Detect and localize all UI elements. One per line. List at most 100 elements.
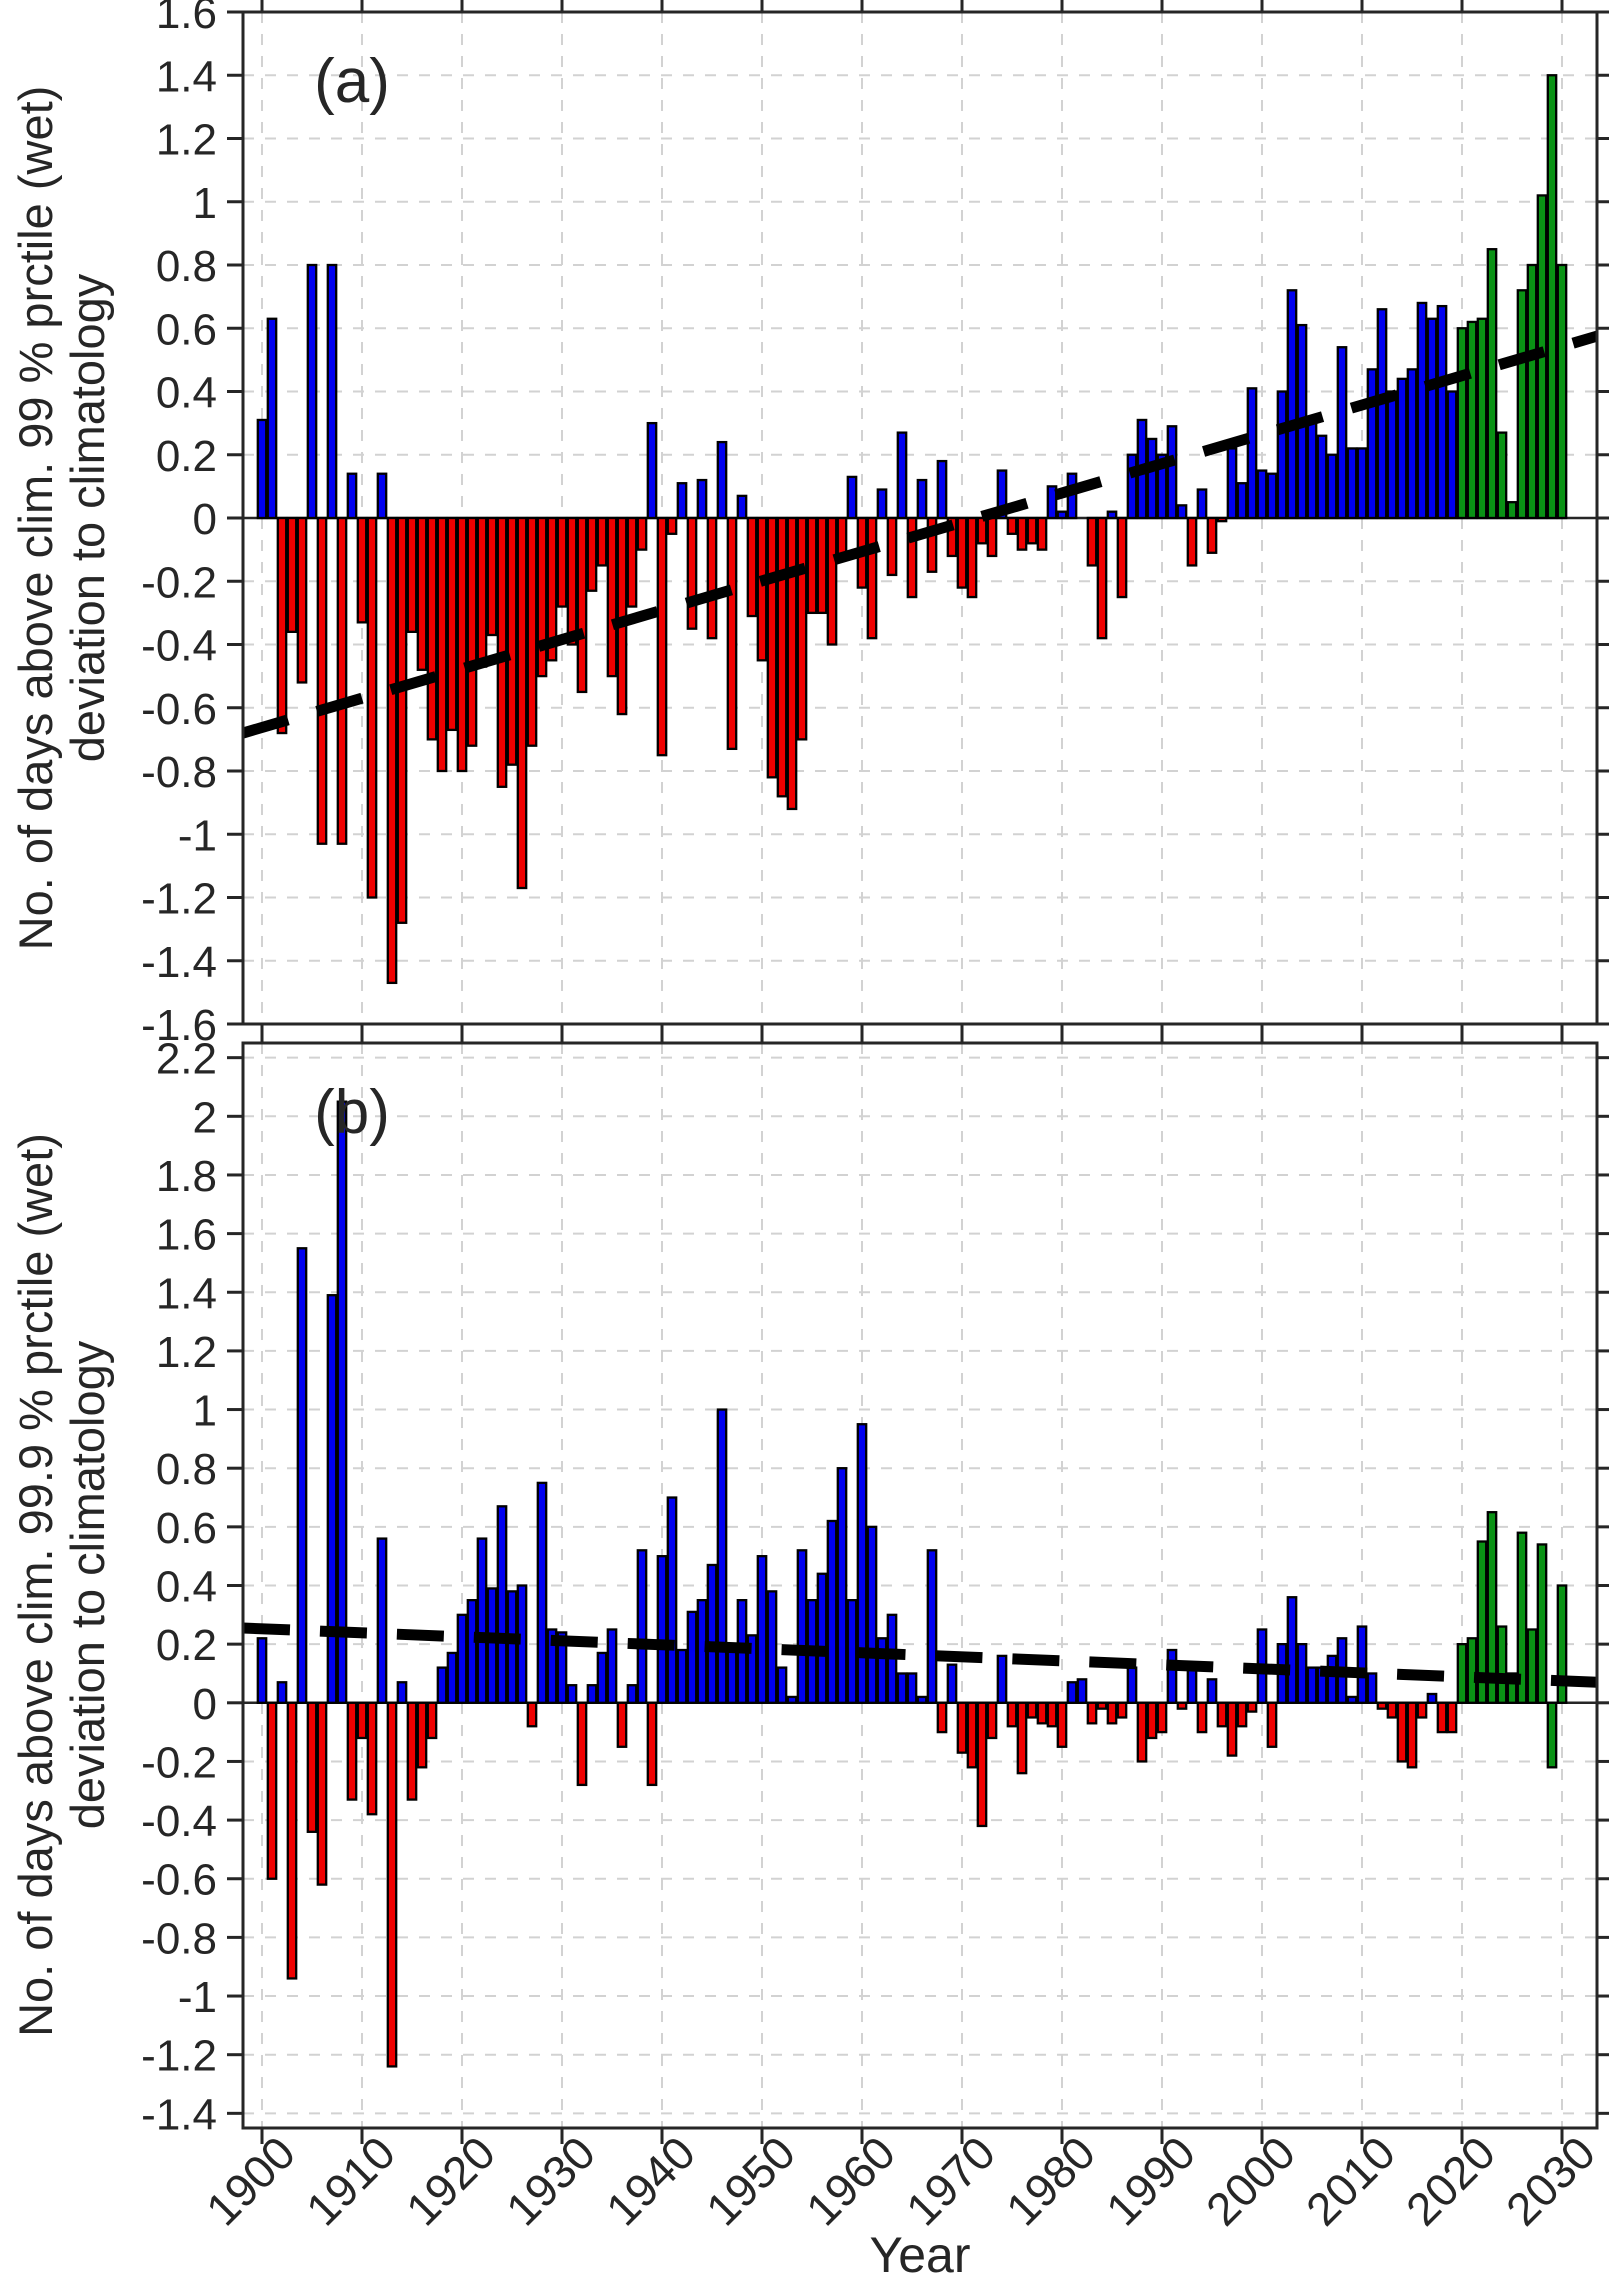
xtick-1900: 1900 (196, 2126, 305, 2235)
chart-panels: 1.6 1.4 1.2 1 0.8 0.6 0.4 0.2 0 -0.2 -0.4 -0.6 -0.8 -… (141, 0, 1609, 2235)
bar-a-1949 (746, 516, 758, 618)
bar-a-1994 (1196, 488, 1208, 520)
bar-b-1988 (1136, 1701, 1148, 1763)
ytick-b-0.8: 0.8 (156, 1445, 217, 1494)
bar-b-2029 (1546, 1701, 1558, 1769)
bar-b-1994 (1196, 1701, 1208, 1734)
bar-a-1995 (1206, 516, 1218, 554)
ytick-a--0.2: -0.2 (141, 558, 217, 607)
bar-b-1936 (616, 1701, 628, 1748)
ytick-a--1.6: -1.6 (141, 1001, 217, 1050)
bar-a-1968 (936, 459, 948, 520)
panel-b-bars (256, 1100, 1568, 2068)
bar-b-1934 (596, 1651, 608, 1704)
bar-a-2006 (1316, 434, 1328, 520)
bar-a-1903 (286, 516, 298, 633)
bar-b-1966 (916, 1695, 928, 1704)
bar-b-2022 (1476, 1540, 1488, 1704)
bar-b-1956 (816, 1572, 828, 1704)
bar-a-1966 (916, 478, 928, 520)
bar-b-1985 (1106, 1701, 1118, 1725)
bar-b-2013 (1386, 1701, 1398, 1719)
ytick-a-1.4: 1.4 (156, 52, 217, 101)
ytick-b--0.2: -0.2 (141, 1738, 217, 1787)
bar-b-1981 (1066, 1681, 1078, 1704)
bar-b-2027 (1526, 1628, 1538, 1704)
bar-a-1902 (276, 516, 288, 735)
bar-a-2030 (1556, 263, 1568, 520)
bar-a-1986 (1116, 516, 1128, 599)
bar-a-1943 (686, 516, 698, 630)
bar-b-1918 (436, 1666, 448, 1704)
bar-a-1959 (846, 475, 858, 520)
bar-b-1964 (896, 1672, 908, 1704)
bar-a-1951 (766, 516, 778, 779)
bar-a-2008 (1336, 346, 1348, 520)
panel-b-ticks (227, 1027, 1609, 2144)
bar-a-2016 (1416, 301, 1428, 520)
bar-b-1916 (416, 1701, 428, 1769)
bar-a-2001 (1266, 472, 1278, 520)
bar-b-2007 (1326, 1654, 1338, 1704)
bar-a-2024 (1496, 431, 1508, 520)
bar-b-1900 (256, 1637, 268, 1704)
ytick-a-0.6: 0.6 (156, 305, 217, 354)
bar-a-1935 (606, 516, 618, 678)
ytick-b-0: 0 (193, 1680, 217, 1729)
xtick-1980: 1980 (996, 2126, 1105, 2235)
bar-b-1999 (1246, 1701, 1258, 1713)
bar-b-1969 (946, 1663, 958, 1704)
bar-b-1907 (326, 1294, 338, 1704)
ytick-b-2: 2 (193, 1093, 217, 1142)
bar-b-1911 (366, 1701, 378, 1816)
bar-a-1945 (706, 516, 718, 640)
bar-b-2028 (1536, 1543, 1548, 1704)
bar-b-1942 (676, 1648, 688, 1704)
bar-a-2011 (1366, 368, 1378, 520)
bar-a-2023 (1486, 248, 1498, 520)
bar-b-1950 (756, 1555, 768, 1704)
bar-b-1905 (306, 1701, 318, 1833)
bar-b-1908 (336, 1100, 348, 1704)
bar-a-1941 (666, 516, 678, 535)
bar-a-1930 (556, 516, 568, 608)
bar-b-1965 (906, 1672, 918, 1704)
bar-a-1999 (1246, 387, 1258, 520)
xtick-1940: 1940 (596, 2126, 705, 2235)
bar-b-1913 (386, 1701, 398, 2068)
x-axis-title: Year (869, 2227, 970, 2283)
bar-b-1937 (626, 1684, 638, 1704)
bar-b-1997 (1226, 1701, 1238, 1757)
bar-a-2020 (1456, 327, 1468, 520)
bar-a-1972 (976, 516, 988, 545)
bar-b-1986 (1116, 1701, 1128, 1719)
ytick-b-1.2: 1.2 (156, 1328, 217, 1377)
bar-a-1974 (996, 469, 1008, 520)
bar-b-2010 (1356, 1625, 1368, 1704)
bar-b-1906 (316, 1701, 328, 1886)
bar-b-1933 (586, 1684, 598, 1704)
ytick-a-1.6: 1.6 (156, 0, 217, 38)
bar-b-2020 (1456, 1642, 1468, 1704)
bar-b-1993 (1186, 1666, 1198, 1704)
ytick-a-1.2: 1.2 (156, 116, 217, 165)
xtick-1950: 1950 (696, 2126, 805, 2235)
bar-b-2021 (1466, 1637, 1478, 1704)
bar-a-1952 (776, 516, 788, 798)
panel-b-ytick-labels: 2.2 2 1.8 1.6 1.4 1.2 1 0.8 0.6 0.4 0.2 0 -0.2 -0.4 -0… (141, 1035, 217, 2140)
bar-b-1987 (1126, 1666, 1138, 1704)
bar-b-1967 (926, 1549, 938, 1704)
bar-b-2030 (1556, 1584, 1568, 1704)
bar-b-1998 (1236, 1701, 1248, 1728)
bar-b-1979 (1046, 1701, 1058, 1728)
bar-a-1965 (906, 516, 918, 599)
bar-b-1957 (826, 1519, 838, 1704)
bar-b-1946 (716, 1408, 728, 1704)
bar-a-2017 (1426, 317, 1438, 520)
bar-b-1919 (446, 1651, 458, 1704)
bar-b-2018 (1436, 1701, 1448, 1734)
ytick-b-1.4: 1.4 (156, 1269, 217, 1318)
bar-b-1996 (1216, 1701, 1228, 1728)
panel-a-bars (256, 74, 1568, 985)
